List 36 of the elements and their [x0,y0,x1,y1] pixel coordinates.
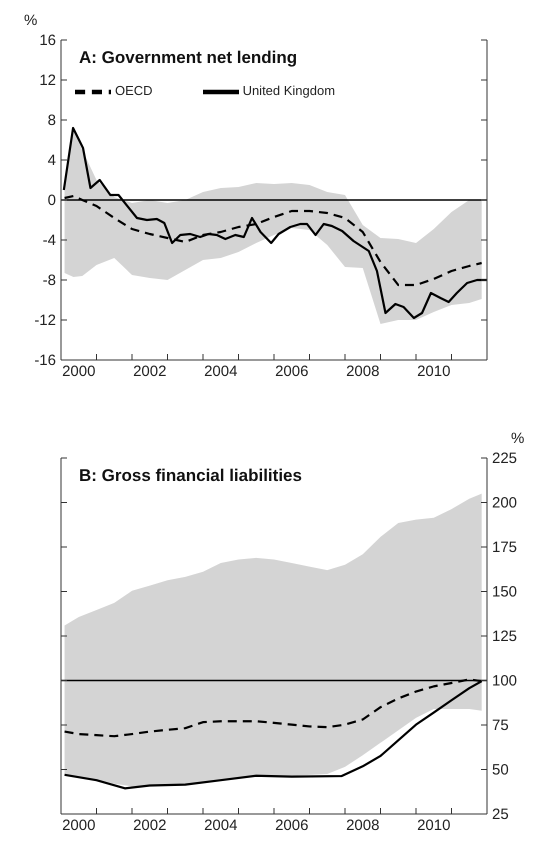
y-tick-label: -4 [42,232,56,249]
y-tick-label: -8 [42,272,56,289]
y-tick-label: 4 [48,152,56,169]
x-tick-label: 2000 [62,817,96,834]
x-tick-label: 2002 [133,363,166,380]
y-tick-label: -16 [34,352,56,369]
y2-tick-label: 50 [492,762,509,778]
legend-label: OECD [115,83,153,98]
y2-tick-label: 75 [492,717,509,734]
legend-label: United Kingdom [242,83,336,98]
x-tick-label: 2010 [417,363,450,380]
x-tick-label: 2002 [133,817,166,834]
y-tick-label: 8 [48,112,56,129]
y2-axis-title: % [511,430,524,447]
y-tick-label: 0 [48,192,56,209]
y-tick-label: -12 [34,312,56,329]
y2-tick-label: 150 [492,584,518,600]
y2-tick-label: 200 [492,494,518,512]
y2-tick-label: 100 [492,672,518,690]
y2-tick-label: 175 [492,539,518,556]
x-tick-label: 2008 [346,817,380,834]
x-tick-label: 2000 [62,363,96,380]
x-tick-label: 2008 [346,363,380,380]
y-axis-title: % [24,12,38,29]
text: B: Gross financial liabilities [79,466,302,486]
y-tick-label: 16 [39,32,56,49]
x-tick-label: 2006 [275,363,308,380]
y2-tick-label: 225 [492,450,518,467]
x-tick-label: 2006 [275,817,308,834]
x-tick-label: 2004 [204,363,238,380]
y-tick-label: 12 [39,72,56,89]
x-tick-label: 2010 [417,817,450,834]
x-tick-label: 2004 [204,817,238,834]
y2-tick-label: 25 [492,806,509,823]
text: A: Government net lending [79,48,298,68]
y2-tick-label: 125 [492,628,518,645]
